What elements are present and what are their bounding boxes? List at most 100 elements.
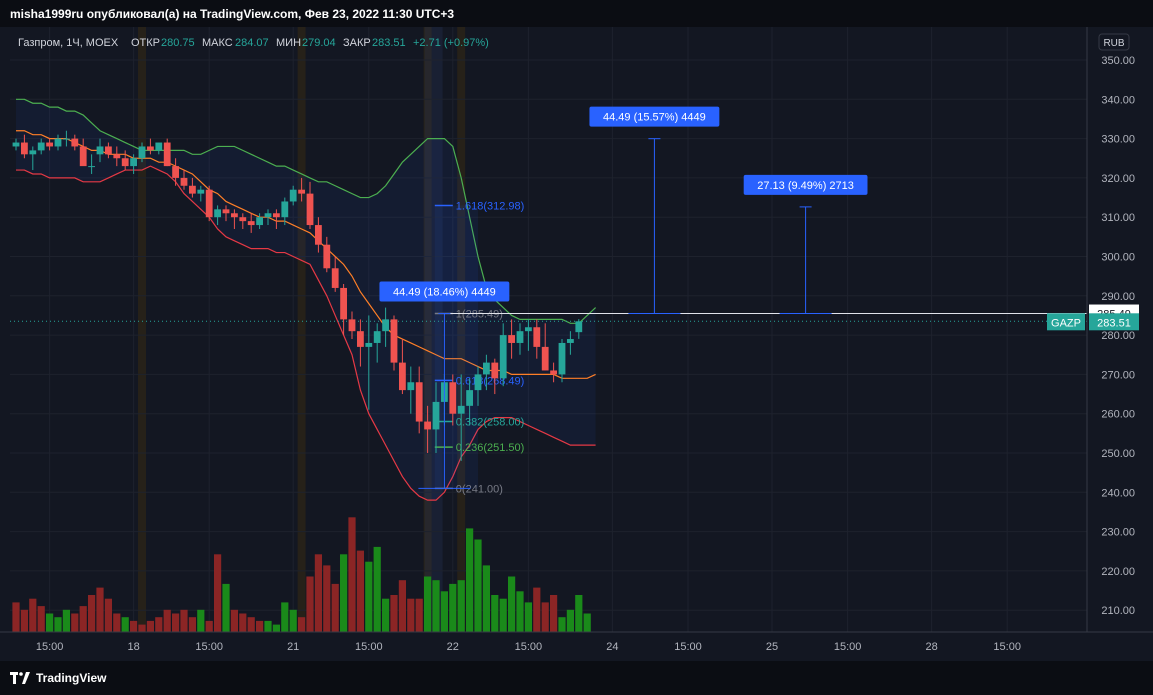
volume-bar (558, 617, 566, 632)
volume-bar (382, 598, 390, 632)
volume-bar (121, 617, 129, 632)
volume-bar (356, 550, 364, 632)
session-marker (457, 27, 466, 632)
time-tick-label: 15:00 (355, 641, 383, 653)
volume-bar (583, 613, 591, 632)
volume-bar (524, 602, 532, 632)
candle-body (29, 150, 37, 155)
candle-body (205, 189, 213, 218)
candle-body (172, 166, 179, 178)
candle-body (508, 335, 515, 343)
symbol-tag-bg[interactable] (1047, 313, 1085, 331)
volume-bar (188, 617, 196, 632)
candlestick-chart[interactable]: 1.618(312.98) 1(285.49) 0.618(268.49) 0.382… (0, 27, 1153, 661)
candle-body (147, 146, 154, 151)
volume-bar (29, 598, 37, 632)
price-tick-label: 270.00 (1101, 369, 1135, 381)
candle-body (79, 146, 87, 167)
candle-body (88, 166, 95, 168)
chart-frame[interactable]: 1.618(312.98) 1(285.49) 0.618(268.49) 0.382… (0, 27, 1153, 661)
price-tick-label: 260.00 (1101, 409, 1135, 421)
volume-bar (71, 613, 79, 632)
volume-bar (466, 528, 474, 632)
footer: TradingView (0, 661, 1153, 695)
fib-level-label: 0(241.00) (456, 483, 503, 495)
candle-body (197, 189, 205, 194)
candle-body (567, 339, 574, 343)
measure-label-bg[interactable] (379, 281, 510, 302)
volume-bar (331, 583, 339, 632)
measure-label-bg[interactable] (589, 106, 720, 127)
volume-bar (230, 609, 238, 632)
candle-body (273, 213, 280, 218)
fib-level-label: 0.236(251.50) (456, 442, 525, 454)
legend-high-value: 284.07 (235, 37, 269, 49)
candle-body (54, 138, 62, 147)
volume-bar (197, 609, 205, 632)
measure-label: 44.49 (15.57%) 4449 (603, 112, 706, 124)
volume-bar (541, 602, 549, 632)
tradingview-logo[interactable]: TradingView (10, 671, 106, 685)
price-tick-label: 210.00 (1101, 605, 1135, 617)
candle-body (214, 209, 221, 218)
volume-bar (180, 609, 188, 632)
volume-bar (440, 591, 448, 632)
candle-body (348, 319, 356, 332)
candle-body (306, 193, 314, 226)
price-tick-label: 320.00 (1101, 173, 1135, 185)
price-tick-label: 220.00 (1101, 566, 1135, 578)
price-axis-bg (1087, 27, 1153, 661)
measure-label-bg[interactable] (743, 174, 868, 195)
publisher-bar: misha1999ru опубликовал(а) на TradingVie… (0, 0, 1153, 27)
time-tick-label: 24 (606, 641, 618, 653)
candle-body (474, 374, 482, 391)
price-tick-label: 280.00 (1101, 330, 1135, 342)
measure-tools: 44.49 (18.46%) 4449 44.49 (15.57%) 4449 27… (379, 106, 868, 489)
fib-level-label: 1(285.49) (456, 309, 503, 321)
volume-bar (398, 580, 406, 632)
volume-bar (491, 595, 499, 632)
candle-body (239, 217, 247, 222)
candle-body (357, 331, 364, 347)
volume-bars (12, 517, 591, 632)
time-tick-label: 15:00 (993, 641, 1021, 653)
last-price-tag-bg[interactable] (1089, 313, 1139, 331)
legend-open-value: 280.75 (161, 37, 195, 49)
volume-bar (550, 595, 558, 632)
legend: Газпром, 1Ч, MOEX ОТКР 280.75 МАКС 284.0… (18, 37, 489, 49)
volume-bar (54, 617, 62, 632)
legend-change: +2.71 (+0.97%) (413, 37, 489, 49)
candle-body (289, 189, 297, 202)
candle-body (231, 213, 238, 218)
volume-bar (172, 613, 180, 632)
fib-level-label: 0.382(258.00) (456, 417, 525, 429)
currency-badge[interactable] (1098, 33, 1130, 51)
volume-bar (289, 609, 297, 632)
volume-bar (348, 517, 356, 632)
price-tick-label: 350.00 (1101, 55, 1135, 67)
volume-bar (432, 580, 440, 632)
measure-label: 27.13 (9.49%) 2713 (757, 180, 854, 192)
volume-bar (424, 576, 432, 632)
volume-bar (205, 620, 213, 632)
candle-body (365, 342, 373, 347)
measure-label: 44.49 (18.46%) 4449 (393, 287, 496, 299)
time-tick-label: 18 (127, 641, 139, 653)
candle-body (415, 382, 423, 422)
volume-bar (449, 583, 457, 632)
candle-body (432, 401, 440, 430)
candle-body (457, 405, 465, 414)
volume-bar (365, 561, 373, 632)
session-marker (423, 27, 432, 632)
last-price-tag: 283.51 (1097, 317, 1131, 329)
volume-bar (138, 624, 146, 632)
candles (12, 130, 583, 461)
legend-low-label: МИН (276, 37, 301, 49)
candle-body (130, 158, 137, 167)
volume-bar (239, 613, 247, 632)
legend-high-label: МАКС (202, 37, 233, 49)
session-marker (297, 27, 306, 632)
legend-low-value: 279.04 (302, 37, 336, 49)
volume-bar (214, 554, 222, 632)
price-tick-label: 310.00 (1101, 212, 1135, 224)
